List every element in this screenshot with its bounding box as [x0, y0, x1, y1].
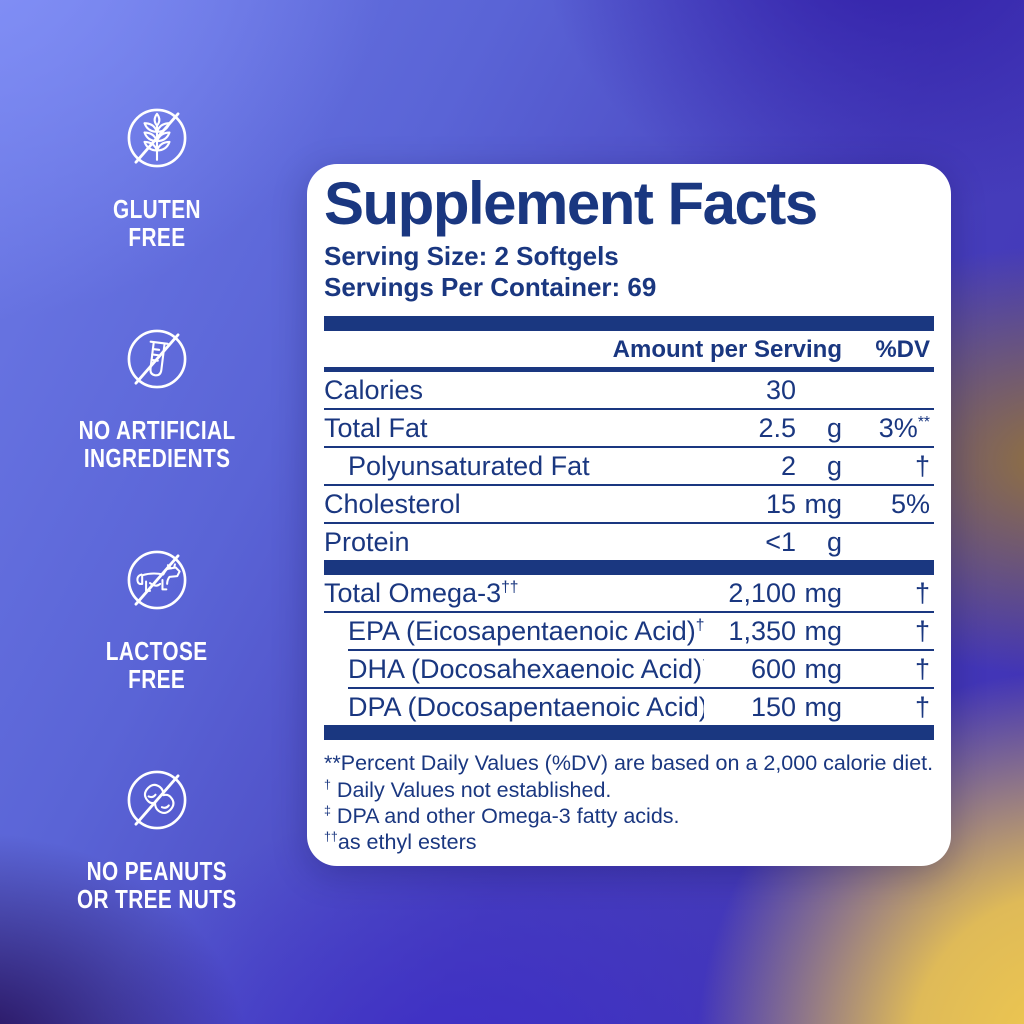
footnote-line: **Percent Daily Values (%DV) are based o…	[324, 750, 934, 776]
row-unit: mg	[804, 577, 842, 608]
badge-label: GLUTEN FREE	[113, 194, 201, 252]
footnote-marker: ‡	[324, 803, 331, 818]
row-unit: g	[826, 450, 842, 481]
no-peanuts-icon	[127, 770, 187, 830]
table-row: Cholesterol 15 mg 5%	[324, 486, 934, 522]
footnotes: **Percent Daily Values (%DV) are based o…	[324, 750, 934, 855]
footnote-marker: ††	[324, 829, 338, 844]
row-label: EPA (Eicosapentaenoic Acid)††	[324, 616, 704, 647]
row-separator	[348, 649, 934, 652]
row-separator	[324, 446, 934, 449]
row-unit: g	[826, 412, 842, 443]
badge-label: NO ARTIFICIAL INGREDIENTS	[78, 415, 236, 473]
badge-label-line: FREE	[128, 663, 186, 694]
row-daily-value: †	[914, 615, 930, 646]
table-header: Amount per Serving %DV	[324, 331, 934, 364]
section-bar	[324, 560, 934, 576]
row-separator	[324, 522, 934, 525]
nutrition-table: Calories 30 Total Fat 2.5 g 3%** Polyunsaturat…	[324, 372, 934, 741]
footnote-text: as ethyl esters	[337, 830, 477, 855]
supplement-facts-panel: Supplement Facts Serving Size: 2 Softgel…	[307, 164, 951, 866]
row-amount: 2.5	[758, 412, 796, 443]
table-row: DHA (Docosahexaenoic Acid)†† 600 mg †	[324, 651, 934, 687]
row-label: Total Fat	[324, 412, 428, 443]
footnote-marker: †	[324, 777, 331, 792]
row-daily-value: †	[914, 653, 930, 684]
badge-no-peanuts: NO PEANUTS OR TREE NUTS	[57, 761, 257, 913]
row-daily-value: 3%**	[878, 412, 930, 443]
row-unit: mg	[804, 488, 842, 519]
serving-size: Serving Size: 2 Softgels	[324, 241, 619, 271]
badge-label-line: NO PEANUTS	[86, 856, 228, 886]
row-separator	[324, 408, 934, 411]
badge-label-line: FREE	[128, 221, 186, 252]
badge-label: LACTOSE FREE	[106, 636, 208, 694]
badge-gluten-free: GLUTEN FREE	[57, 99, 257, 251]
panel-title: Supplement Facts	[324, 170, 818, 237]
row-label: DPA (Docosapentaenoic Acid)‡	[348, 691, 704, 722]
row-label: Protein	[324, 526, 410, 557]
row-unit: g	[826, 526, 842, 557]
badge-lactose-free: LACTOSE FREE	[57, 541, 257, 693]
row-unit: mg	[804, 653, 842, 684]
column-header-amount: Amount per Serving	[612, 336, 842, 364]
no-gluten-icon	[127, 108, 187, 168]
row-label-footnote-marker: ††	[695, 616, 704, 634]
footnote-line: ††as ethyl esters	[324, 829, 934, 855]
row-daily-value: 5%	[890, 488, 930, 519]
row-unit: mg	[804, 615, 842, 646]
badge-no-artificial-ingredients: NO ARTIFICIAL INGREDIENTS	[57, 320, 257, 472]
footnote-line: ‡ DPA and other Omega-3 fatty acids.	[324, 803, 934, 829]
row-amount: <1	[765, 526, 796, 557]
badge-label-line: INGREDIENTS	[83, 442, 231, 473]
row-separator	[324, 611, 934, 614]
row-amount: 150	[750, 691, 796, 722]
row-amount: 1,350	[728, 615, 796, 646]
row-label-footnote-marker: ††	[702, 655, 704, 672]
section-bar	[324, 316, 934, 332]
badge-label-line: NO ARTIFICIAL	[78, 415, 236, 445]
no-lactose-icon	[127, 550, 187, 610]
row-label: Calories	[324, 374, 424, 405]
header-rule	[324, 367, 934, 373]
row-separator	[324, 484, 934, 487]
row-amount: 2	[780, 450, 796, 481]
row-amount: 30	[765, 374, 796, 405]
row-unit: mg	[804, 691, 842, 722]
servings-per-container: Servings Per Container: 69	[324, 272, 657, 303]
row-separator	[348, 687, 934, 690]
badge-label-line: OR TREE NUTS	[77, 883, 237, 914]
row-label: Total Omega-3††	[324, 577, 519, 608]
table-row: EPA (Eicosapentaenoic Acid)†† 1,350 mg †	[324, 613, 934, 649]
no-artificial-ingredients-icon	[127, 329, 187, 389]
table-row: Protein <1 g	[324, 524, 934, 560]
table-row: Calories 30	[324, 372, 934, 408]
footnote-line: † Daily Values not established.	[324, 777, 934, 803]
table-row: Total Fat 2.5 g 3%**	[324, 410, 934, 446]
row-label: DHA (Docosahexaenoic Acid)††	[324, 654, 704, 685]
row-daily-value: †	[914, 450, 930, 481]
row-daily-value: †	[914, 691, 930, 722]
column-header-dv: %DV	[875, 336, 930, 364]
footnote-text: Daily Values not established.	[330, 777, 612, 802]
row-amount: 600	[750, 653, 796, 684]
row-label: Polyunsaturated Fat	[348, 450, 590, 481]
footnote-text: DPA and other Omega-3 fatty acids.	[330, 803, 680, 828]
row-daily-value: †	[914, 577, 930, 608]
row-label: Cholesterol	[324, 488, 461, 519]
footnote-marker: **	[324, 751, 341, 776]
row-amount: 15	[765, 488, 796, 519]
footnote-text: Percent Daily Values (%DV) are based on …	[340, 751, 934, 776]
row-label-footnote-marker: ††	[501, 578, 519, 596]
table-row: DPA (Docosapentaenoic Acid)‡ 150 mg †	[324, 689, 934, 725]
table-row: Polyunsaturated Fat 2 g †	[324, 448, 934, 484]
section-bar	[324, 725, 934, 741]
badge-label: NO PEANUTS OR TREE NUTS	[77, 856, 237, 914]
table-row: Total Omega-3†† 2,100 mg †	[324, 575, 934, 611]
badge-label-line: GLUTEN	[113, 194, 201, 224]
row-amount: 2,100	[728, 577, 796, 608]
badge-label-line: LACTOSE	[106, 636, 208, 666]
row-dv-footnote-marker: **	[917, 413, 930, 431]
